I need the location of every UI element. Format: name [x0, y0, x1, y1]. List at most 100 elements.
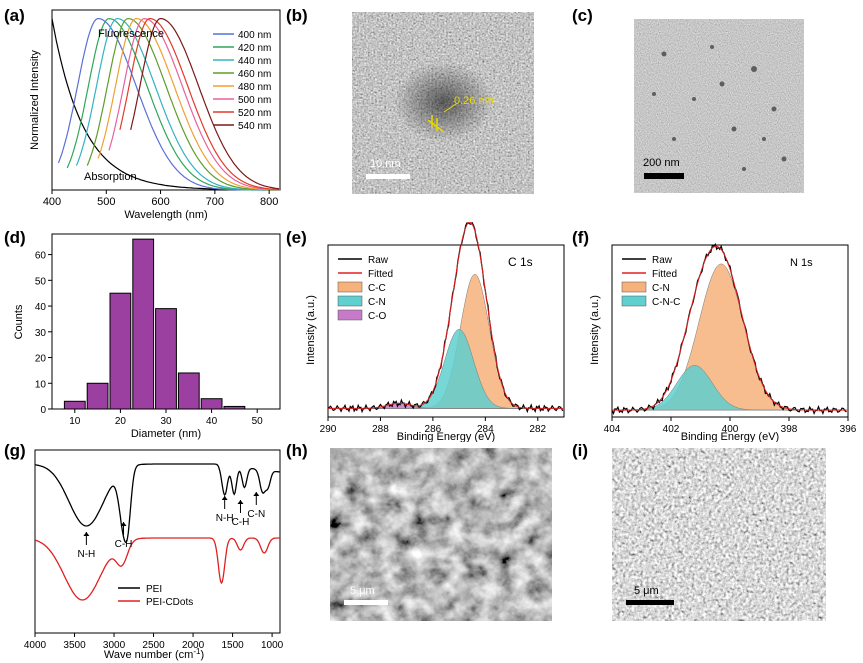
panel-label-d: (d)	[4, 228, 26, 247]
y-tick-label-d-0: 0	[40, 405, 46, 416]
annotation-arrowhead-2	[221, 496, 228, 500]
legend-swatch-e-2	[337, 281, 363, 293]
x-tick-label-d-4: 50	[252, 416, 264, 427]
scale-bar-c	[644, 173, 684, 179]
legend-label-a-4: 480 nm	[238, 82, 271, 93]
histogram-bar-6	[200, 398, 223, 410]
y-axis-label-f: Intensity (a.u.)	[589, 295, 601, 365]
fluorescence-curve-5	[108, 17, 280, 191]
annotation-arrowhead-0	[83, 532, 90, 536]
x-axis-label-a: Wavelength (nm)	[124, 209, 207, 221]
x-tick-label-a-1: 500	[97, 196, 115, 208]
histogram-bar-3	[132, 238, 155, 410]
x-axis-label-g: Wave number (cm-1)	[104, 647, 204, 662]
diameter-histogram: 10 20 30 40 50 0 10 20 30 40 50 60 Diameter (nm) Co…	[13, 233, 281, 440]
y-tick-label-d-3: 30	[35, 328, 47, 339]
x-tick-label-e-3: 284	[477, 424, 494, 435]
fluorescence-curve-6	[119, 18, 280, 191]
fitted-curve-e	[328, 222, 563, 409]
legend-label-e-2: C-C	[368, 283, 386, 294]
panel-label-a: (a)	[4, 6, 25, 25]
plot-frame-g	[34, 449, 281, 634]
fitted-curve-f	[612, 245, 847, 411]
legend-label-a-7: 540 nm	[238, 121, 271, 132]
histogram-bar-2	[109, 292, 132, 410]
scale-label-i: 5 μm	[634, 585, 659, 597]
panel-label-f: (f)	[572, 228, 589, 247]
x-tick-label-e-2: 286	[425, 424, 442, 435]
x-tick-label-f-3: 398	[781, 424, 798, 435]
x-tick-label-g-3: 2500	[142, 640, 165, 651]
chart-title-e: C 1s	[508, 255, 533, 269]
x-tick-label-e-4: 282	[529, 424, 546, 435]
legend-label-a-1: 420 nm	[238, 43, 271, 54]
annotation-arrowhead-1	[120, 522, 127, 526]
panel-label-i: (i)	[572, 441, 589, 460]
x-tick-label-a-4: 800	[260, 196, 278, 208]
legend-swatch-e-3	[337, 295, 363, 307]
legend-label-a-2: 440 nm	[238, 56, 271, 67]
legend-label-f-2: C-N	[652, 283, 670, 294]
scale-label-b: 10 nm	[370, 158, 401, 170]
x-tick-label-g-6: 1000	[261, 640, 284, 651]
x-tick-label-a-2: 600	[151, 196, 169, 208]
histogram-bar-0	[63, 400, 86, 410]
legend-label-e-0: Raw	[368, 255, 389, 266]
annotation-label-4: C-N	[247, 509, 265, 520]
annotation-absorption: Absorption	[84, 171, 137, 183]
legend-label-e-1: Fitted	[368, 269, 393, 280]
histogram-bar-7	[223, 405, 246, 410]
pei-cdots-spectrum	[34, 537, 280, 601]
plot-frame-e	[327, 244, 565, 418]
y-axis-label-d: Counts	[13, 304, 25, 339]
x-tick-label-g-2: 3000	[103, 640, 126, 651]
legend-label-a-0: 400 nm	[238, 30, 271, 41]
fluorescence-chart: 400 500 600 700 800 Fluorescence Absorption …	[29, 9, 281, 221]
fluorescence-curve-3	[86, 17, 280, 191]
y-tick-label-d-4: 40	[35, 302, 47, 313]
x-tick-label-g-5: 1500	[221, 640, 244, 651]
x-tick-label-d-0: 10	[69, 416, 81, 427]
legend-label-f-1: Fitted	[652, 269, 677, 280]
lattice-spacing-label: 0.26 nm	[454, 95, 494, 107]
sem-image-i: 5 μm	[612, 448, 826, 621]
legend-label-g-1: PEI-CDots	[146, 597, 193, 608]
annotation-arrowhead-4	[253, 492, 260, 496]
histogram-bar-1	[86, 382, 109, 410]
legend-label-e-4: C-O	[368, 311, 387, 322]
x-tick-label-f-1: 402	[663, 424, 680, 435]
fit-peak-f-0	[612, 263, 848, 411]
panel-label-b: (b)	[286, 6, 308, 25]
x-axis-label-e: Binding Energy (eV)	[397, 431, 495, 442]
histogram-bar-4	[155, 308, 177, 410]
panel-label-g: (g)	[4, 441, 26, 460]
legend-swatch-f-3	[621, 295, 647, 307]
y-tick-label-d-5: 50	[35, 276, 47, 287]
x-tick-label-a-0: 400	[43, 196, 61, 208]
legend-swatch-f-2	[621, 281, 647, 293]
scale-label-h: 5 μm	[350, 585, 375, 597]
annotation-label-1: C-H	[115, 539, 133, 550]
x-tick-label-g-4: 2000	[182, 640, 205, 651]
x-axis-label-d: Diameter (nm)	[131, 428, 201, 440]
chart-title-f: N 1s	[790, 257, 813, 269]
y-tick-label-d-2: 20	[35, 354, 47, 365]
hrtem-image: 0.26 nm 10 nm	[352, 12, 534, 194]
xps-n1s-chart: 404 402 400 398 396 N 1s Raw Fitted C-N C-N-C B…	[589, 243, 857, 442]
y-axis-label-e: Intensity (a.u.)	[305, 295, 317, 365]
ftir-chart: 4000 3500 3000 2500 2000 1500 1000 N-HC-HN-HC-…	[24, 449, 284, 662]
legend-label-a-3: 460 nm	[238, 69, 271, 80]
legend-label-g-0: PEI	[146, 584, 162, 595]
legend-label-a-6: 520 nm	[238, 108, 271, 119]
x-tick-label-f-2: 400	[722, 424, 739, 435]
legend-label-f-3: C-N-C	[652, 297, 680, 308]
legend-label-f-0: Raw	[652, 255, 673, 266]
tem-image: 200 nm	[634, 19, 804, 193]
histogram-bar-5	[177, 372, 200, 410]
panel-label-c: (c)	[572, 6, 593, 25]
annotation-arrowhead-3	[237, 500, 244, 504]
y-tick-label-d-6: 60	[35, 251, 47, 262]
x-tick-label-g-1: 3500	[63, 640, 86, 651]
legend-swatch-e-4	[337, 309, 363, 321]
x-axis-label-f: Binding Energy (eV)	[681, 431, 779, 442]
